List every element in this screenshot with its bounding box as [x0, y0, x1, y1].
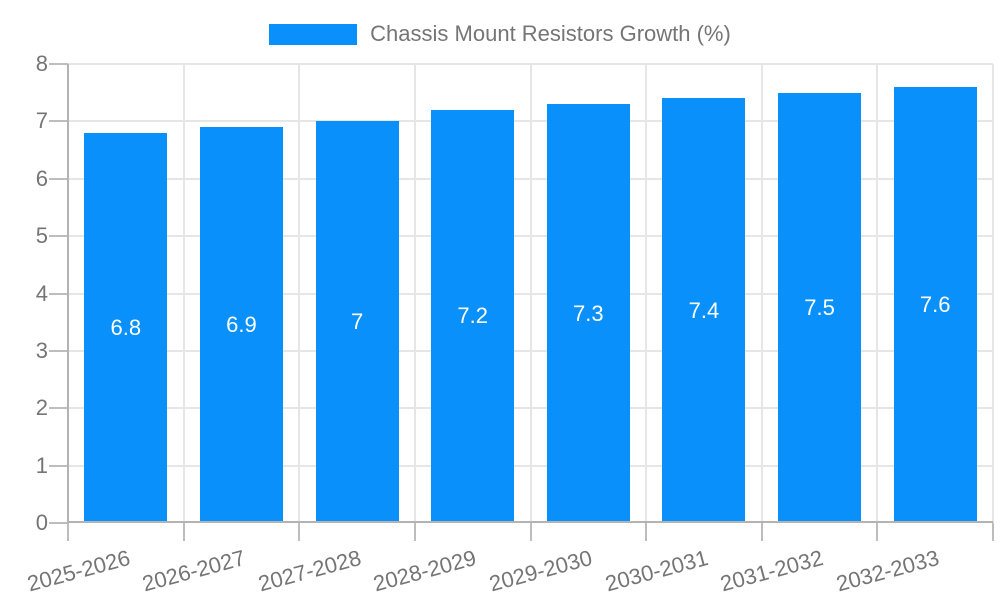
gridline-vertical: [876, 64, 879, 523]
y-axis-tick: [49, 464, 68, 467]
legend-swatch: [269, 23, 358, 45]
y-axis-tick-label: 0: [35, 510, 48, 535]
x-axis-category-label: 2030-2031: [602, 545, 711, 597]
bar[interactable]: [315, 121, 399, 523]
gridline-vertical: [992, 64, 994, 523]
bar[interactable]: [199, 127, 283, 523]
x-axis-category-label: 2026-2027: [139, 545, 248, 597]
x-axis-tick: [182, 523, 185, 541]
gridline-vertical: [413, 64, 416, 523]
x-axis-category-label: 2029-2030: [486, 545, 595, 597]
y-axis-tick: [49, 522, 68, 524]
x-axis-category-label: 2028-2029: [371, 545, 480, 597]
x-axis-tick: [876, 523, 879, 541]
y-axis-tick-label: 4: [35, 280, 48, 306]
bar[interactable]: [662, 98, 746, 523]
bar-value-label: 6.8: [110, 314, 142, 340]
gridline-vertical: [182, 64, 185, 523]
y-axis-tick: [49, 407, 68, 410]
y-axis-tick-label: 5: [35, 223, 48, 249]
bar-value-label: 7: [350, 309, 364, 335]
gridline-vertical: [645, 64, 648, 523]
y-axis-tick-label: 6: [35, 165, 48, 191]
x-axis-tick: [413, 523, 416, 541]
legend-label: Chassis Mount Resistors Growth (%): [370, 21, 731, 46]
bar[interactable]: [546, 104, 630, 523]
bar-value-label: 7.6: [919, 291, 951, 317]
x-axis-category-label: 2032-2033: [833, 545, 942, 597]
bar[interactable]: [778, 92, 862, 523]
gridline-vertical: [298, 64, 301, 523]
x-axis-tick: [645, 523, 648, 541]
x-axis-tick: [992, 523, 994, 541]
bar-value-label: 6.9: [226, 312, 257, 338]
y-axis-tick: [49, 63, 68, 65]
y-axis-tick: [49, 292, 68, 295]
gridline-vertical: [529, 64, 532, 523]
x-axis-tick: [67, 523, 69, 541]
x-axis-tick: [298, 523, 301, 541]
bar[interactable]: [893, 86, 977, 523]
y-axis-tick: [49, 120, 68, 123]
bar[interactable]: [84, 132, 168, 523]
gridline-vertical: [760, 64, 763, 523]
plot-area: 0 1 2 3 4 5 6 7 8 6.8 2025-2026 6.9 2026-2027 7 2027-2…: [24, 51, 994, 596]
y-axis-line: [67, 64, 69, 523]
y-axis-tick-label: 7: [35, 108, 48, 134]
y-axis-tick: [49, 349, 68, 352]
y-axis-tick: [49, 235, 68, 238]
x-axis-category-label: 2025-2026: [24, 545, 133, 597]
y-axis-tick-label: 3: [35, 337, 48, 363]
bar-value-label: 7.5: [804, 294, 835, 320]
bar-value-label: 7.2: [457, 303, 488, 329]
x-axis-tick: [529, 523, 532, 541]
bar-value-label: 7.3: [573, 300, 604, 326]
y-axis-tick-label: 2: [35, 395, 48, 421]
x-axis-line: [68, 521, 993, 523]
y-axis-tick: [49, 177, 68, 180]
y-axis-tick-label: 1: [35, 452, 48, 478]
x-axis-category-label: 2027-2028: [255, 545, 364, 597]
y-axis-tick-label: 8: [35, 51, 48, 76]
bar-value-label: 7.4: [688, 297, 720, 323]
bar[interactable]: [431, 109, 515, 523]
x-axis-category-label: 2031-2032: [717, 545, 827, 597]
legend[interactable]: Chassis Mount Resistors Growth (%): [0, 21, 1000, 47]
x-axis-tick: [760, 523, 763, 541]
